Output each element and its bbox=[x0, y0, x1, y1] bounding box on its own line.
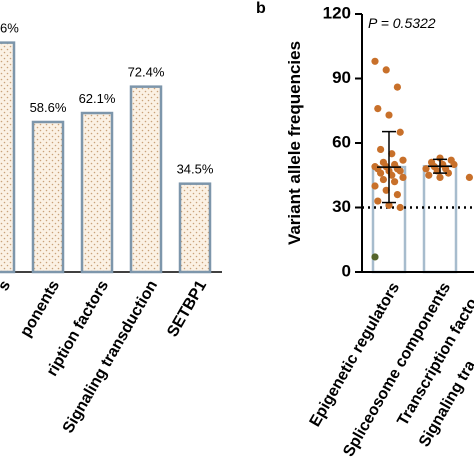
data-point bbox=[436, 173, 444, 181]
y-tick-label: 60 bbox=[332, 132, 351, 151]
bar bbox=[0, 41, 16, 274]
y-tick-label: 0 bbox=[342, 261, 351, 280]
bar bbox=[178, 182, 212, 274]
y-tick-label: 90 bbox=[332, 68, 351, 87]
data-point bbox=[371, 182, 379, 190]
data-point bbox=[371, 253, 379, 261]
data-point bbox=[399, 173, 407, 181]
value-label: 72.4% bbox=[128, 65, 165, 80]
value-label: 58.6% bbox=[30, 100, 67, 115]
data-point bbox=[444, 169, 452, 177]
data-point bbox=[385, 201, 393, 209]
data-point bbox=[393, 83, 401, 91]
data-point bbox=[382, 66, 390, 74]
data-point bbox=[391, 178, 399, 186]
data-point bbox=[396, 128, 404, 136]
p-value: P = 0.5322 bbox=[368, 15, 436, 31]
x-tick-label: s bbox=[0, 278, 14, 294]
data-point bbox=[388, 171, 396, 179]
data-point bbox=[374, 105, 382, 113]
x-tick-label: SETBP1 bbox=[164, 278, 210, 340]
bar bbox=[422, 164, 458, 274]
data-point bbox=[385, 111, 393, 119]
data-point bbox=[465, 173, 473, 181]
data-point bbox=[396, 167, 404, 175]
data-point bbox=[377, 145, 385, 154]
data-point bbox=[422, 165, 430, 173]
data-point bbox=[388, 150, 396, 158]
panel-label: b bbox=[256, 0, 266, 17]
bar bbox=[31, 120, 65, 274]
data-point bbox=[379, 175, 387, 184]
y-tick-label: 30 bbox=[332, 197, 351, 216]
x-tick-label: ponents bbox=[17, 278, 63, 340]
value-label: 34.5% bbox=[177, 162, 214, 177]
y-axis-title: Variant allele frequencies bbox=[285, 41, 304, 245]
data-point bbox=[399, 156, 407, 164]
bar bbox=[129, 85, 163, 274]
data-point bbox=[374, 197, 382, 205]
bar bbox=[80, 111, 114, 274]
value-label: 62.1% bbox=[79, 91, 116, 106]
data-point bbox=[382, 186, 390, 194]
data-point bbox=[371, 57, 379, 65]
data-point bbox=[396, 203, 404, 212]
data-point bbox=[393, 191, 401, 199]
data-point bbox=[425, 171, 433, 179]
value-label: 6% bbox=[0, 21, 19, 36]
data-point bbox=[450, 160, 458, 169]
x-tick-label: Signaling transduction bbox=[60, 278, 161, 437]
x-tick-label: Epigenetic regulators bbox=[307, 280, 404, 430]
data-point bbox=[377, 169, 385, 177]
y-tick-label: 120 bbox=[323, 3, 351, 22]
